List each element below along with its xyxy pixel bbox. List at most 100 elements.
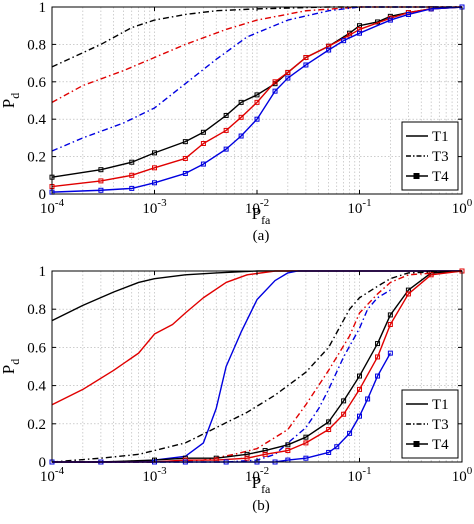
legend-label: T3: [432, 149, 449, 165]
data-point: [387, 321, 393, 327]
data-point: [238, 99, 244, 105]
y-tick-label: 0.2: [27, 417, 46, 433]
panel-label: (a): [253, 228, 270, 244]
x-tick-label: 10-4: [40, 465, 65, 485]
x-tick-label: 10-2: [245, 197, 269, 217]
chart-panel-1: 10-4 10-3 10-2 10-1 100 0 0.2 0.4 0.6 0.8 1 Pfa Pd (a…: [0, 0, 473, 244]
data-point: [254, 92, 260, 98]
data-point: [387, 17, 393, 23]
y-axis-label: Pd: [0, 93, 22, 108]
series-5: [52, 270, 463, 463]
data-point: [357, 30, 362, 36]
x-tick-label: 100: [452, 197, 473, 217]
data-point: [303, 62, 309, 68]
data-point: [303, 434, 309, 440]
chart-panel-2: 10-4 10-3 10-2 10-1 100 0 0.2 0.4 0.6 0.8 1 Pfa Pd (b…: [0, 264, 473, 514]
data-point: [285, 442, 291, 448]
data-point: [334, 444, 340, 450]
data-point: [254, 99, 260, 105]
data-point: [98, 187, 104, 193]
series-line: [51, 6, 462, 103]
series-4: [51, 270, 463, 463]
legend-marker: [413, 441, 420, 447]
data-point: [129, 185, 135, 191]
data-point: [303, 440, 309, 446]
data-point: [347, 32, 353, 38]
data-point: [303, 54, 309, 60]
series-line: [51, 270, 462, 322]
data-point: [272, 88, 278, 94]
series-1: [51, 6, 462, 68]
data-point: [262, 451, 268, 457]
data-point: [326, 427, 332, 433]
data-point: [129, 172, 135, 178]
legend-box: [401, 121, 459, 191]
legend-label: T4: [432, 437, 449, 453]
x-tick-label: 10-4: [40, 197, 65, 217]
data-point: [405, 291, 411, 297]
series-line: [52, 270, 463, 463]
series-line: [51, 6, 462, 152]
series-1: [51, 270, 462, 322]
legend-marker: [413, 173, 420, 179]
legend: T1 T3 T4: [401, 121, 459, 191]
y-tick-label: 0: [39, 455, 47, 471]
y-tick-label: 0.2: [27, 150, 46, 166]
data-point: [341, 38, 347, 44]
series-line: [52, 270, 463, 463]
y-tick-label: 0.6: [27, 75, 46, 91]
data-point: [182, 139, 188, 145]
data-point: [272, 79, 278, 85]
data-point: [238, 114, 244, 120]
data-point: [200, 129, 206, 135]
x-axis-label: Pfa: [252, 473, 271, 496]
y-tick-label: 1: [39, 0, 47, 16]
legend-entry: T3: [406, 149, 449, 165]
legend-label: T1: [432, 129, 449, 145]
legend-entry: T4: [406, 437, 449, 453]
data-point: [357, 386, 362, 392]
data-point: [285, 448, 291, 454]
data-point: [244, 455, 250, 461]
legend-box: [401, 389, 459, 459]
data-point: [387, 350, 393, 356]
series-2: [51, 6, 462, 103]
data-point: [387, 312, 393, 318]
data-point: [152, 165, 157, 171]
data-point: [375, 341, 381, 347]
data-point: [129, 159, 135, 165]
data-point: [375, 373, 381, 379]
data-point: [341, 398, 347, 404]
data-point: [365, 396, 371, 402]
data-point: [347, 430, 353, 436]
data-point: [357, 373, 362, 379]
legend-label: T4: [432, 169, 449, 185]
y-tick-label: 1: [39, 264, 47, 280]
y-tick-label: 0.4: [27, 379, 46, 395]
data-point: [223, 146, 229, 152]
y-axis-label: Pd: [0, 359, 22, 374]
data-point: [200, 141, 206, 147]
data-point: [357, 413, 362, 419]
data-point: [254, 116, 260, 122]
data-point: [152, 150, 157, 156]
data-point: [182, 155, 188, 161]
legend: T1 T3 T4: [401, 389, 459, 459]
legend-label: T3: [432, 417, 449, 433]
data-point: [285, 69, 291, 75]
data-point: [375, 354, 381, 360]
x-tick-label: 10-2: [245, 465, 269, 485]
x-tick-label: 100: [452, 465, 473, 485]
series-6: [52, 289, 391, 463]
legend-entry: T1: [406, 397, 449, 413]
data-point: [98, 167, 104, 173]
legend-entry: T1: [406, 129, 449, 145]
data-point: [182, 170, 188, 176]
series-9: [49, 350, 393, 465]
series-line: [51, 6, 462, 68]
series-line: [51, 6, 463, 193]
data-point: [303, 455, 309, 461]
data-point: [223, 127, 229, 133]
data-point: [98, 178, 104, 184]
data-point: [405, 11, 411, 17]
